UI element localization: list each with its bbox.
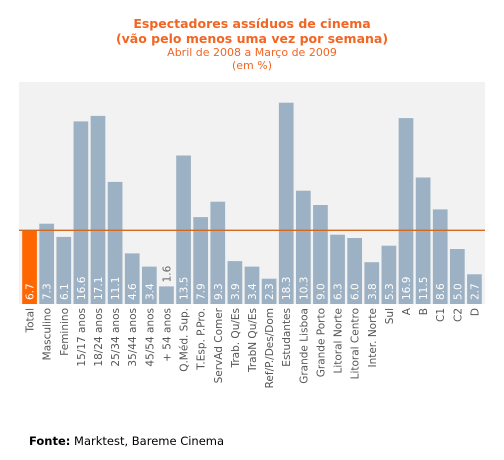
bar bbox=[90, 115, 106, 305]
bar bbox=[364, 262, 380, 304]
category-label: + 54 anos bbox=[161, 308, 173, 362]
bar-value-label: 8.6 bbox=[435, 283, 447, 300]
bar-value-label: 2.7 bbox=[469, 283, 481, 300]
category-label: Feminino bbox=[59, 308, 71, 356]
bar-value-label: 16.6 bbox=[76, 276, 88, 300]
category-label: D bbox=[469, 308, 481, 316]
bar bbox=[295, 190, 311, 304]
bar bbox=[467, 274, 482, 304]
bar bbox=[107, 181, 123, 304]
category-label: C2 bbox=[452, 308, 464, 322]
bar-value-label: 4.6 bbox=[127, 283, 139, 300]
bar bbox=[432, 209, 448, 304]
bar bbox=[261, 278, 277, 304]
bar bbox=[449, 249, 465, 304]
category-label: Litoral Norte bbox=[333, 308, 345, 374]
bar-value-label: 6.7 bbox=[25, 283, 37, 300]
bar bbox=[73, 121, 89, 305]
category-label: Trab. Qu/Es bbox=[230, 308, 242, 369]
category-label: A bbox=[401, 307, 413, 315]
chart-title-line-2: (vão pelo menos uma vez por semana) bbox=[115, 31, 389, 46]
bar-value-label: 3.8 bbox=[367, 283, 379, 300]
bar-value-label: 18.3 bbox=[281, 277, 293, 300]
category-label: ServAd Comer bbox=[213, 307, 225, 383]
bar-value-label: 5.3 bbox=[384, 283, 396, 300]
bar-value-label: 13.5 bbox=[179, 277, 191, 300]
category-label: Total bbox=[25, 308, 37, 334]
category-label: Masculino bbox=[42, 308, 54, 360]
bar bbox=[278, 102, 294, 304]
bar-value-label: 2.3 bbox=[264, 283, 276, 300]
bar-value-label: 11.1 bbox=[110, 277, 122, 300]
bar bbox=[347, 238, 363, 304]
bar-value-label: 16.9 bbox=[401, 277, 413, 300]
source-text: Marktest, Bareme Cinema bbox=[74, 434, 225, 448]
bar-value-label: 10.3 bbox=[298, 277, 310, 300]
category-label: Sul bbox=[384, 308, 396, 324]
category-label: Grande Porto bbox=[315, 308, 327, 377]
bar-value-label: 7.3 bbox=[42, 283, 54, 300]
bar-value-label: 5.0 bbox=[452, 283, 464, 300]
chart-title: Espectadores assíduos de cinema bbox=[133, 16, 371, 31]
category-label: Estudantes bbox=[281, 308, 293, 367]
category-label: B bbox=[418, 308, 430, 315]
chart-subtitle-unit: (em %) bbox=[231, 59, 272, 72]
bar-value-label: 3.9 bbox=[230, 283, 242, 300]
bar bbox=[244, 266, 260, 304]
bar bbox=[227, 261, 243, 304]
category-label: T.Esp. P.Pro. bbox=[196, 308, 208, 371]
bar-value-label: 17.1 bbox=[93, 277, 105, 300]
bar bbox=[381, 245, 397, 304]
bar bbox=[398, 118, 414, 304]
bar-value-label: 6.3 bbox=[333, 283, 345, 300]
category-label: Q.Méd. Sup. bbox=[179, 308, 191, 372]
bar-value-label: 9.0 bbox=[315, 283, 327, 300]
category-label: 35/44 anos bbox=[127, 308, 139, 367]
bar-value-label: 1.6 bbox=[161, 265, 173, 282]
category-label: Litoral Centro bbox=[350, 308, 362, 379]
category-label: Ref/P./Des/Dom bbox=[264, 308, 276, 388]
bar-value-label: 6.1 bbox=[59, 283, 71, 300]
category-label: Inter. Norte bbox=[367, 308, 379, 368]
category-label: 45/54 anos bbox=[144, 308, 156, 367]
bar bbox=[330, 234, 345, 304]
bar-value-label: 9.3 bbox=[213, 283, 225, 300]
source-note: Fonte: Marktest, Bareme Cinema bbox=[29, 434, 224, 448]
category-label: 25/34 anos bbox=[110, 308, 122, 367]
category-label: Grande Lisboa bbox=[298, 308, 310, 384]
bar bbox=[39, 223, 55, 304]
category-label: TrabN Qu/Es bbox=[247, 308, 259, 373]
bar bbox=[193, 217, 209, 304]
source-label: Fonte: bbox=[29, 434, 71, 448]
bar bbox=[56, 236, 72, 304]
bar-value-label: 6.0 bbox=[350, 283, 362, 300]
bar-value-label: 3.4 bbox=[247, 283, 259, 300]
bar-value-label: 3.4 bbox=[144, 283, 156, 300]
category-label: 15/17 anos bbox=[76, 308, 88, 367]
bar bbox=[159, 286, 174, 304]
category-label: 18/24 anos bbox=[93, 308, 105, 367]
chart-subtitle-period: Abril de 2008 a Março de 2009 bbox=[167, 46, 337, 59]
bar bbox=[124, 253, 140, 304]
bar-value-label: 7.9 bbox=[196, 283, 208, 300]
bar bbox=[210, 201, 226, 304]
bar-value-label: 11.5 bbox=[418, 277, 430, 300]
bar bbox=[141, 266, 157, 304]
bar bbox=[415, 177, 431, 304]
category-label: C1 bbox=[435, 308, 447, 322]
bar-total-highlight bbox=[22, 230, 37, 304]
